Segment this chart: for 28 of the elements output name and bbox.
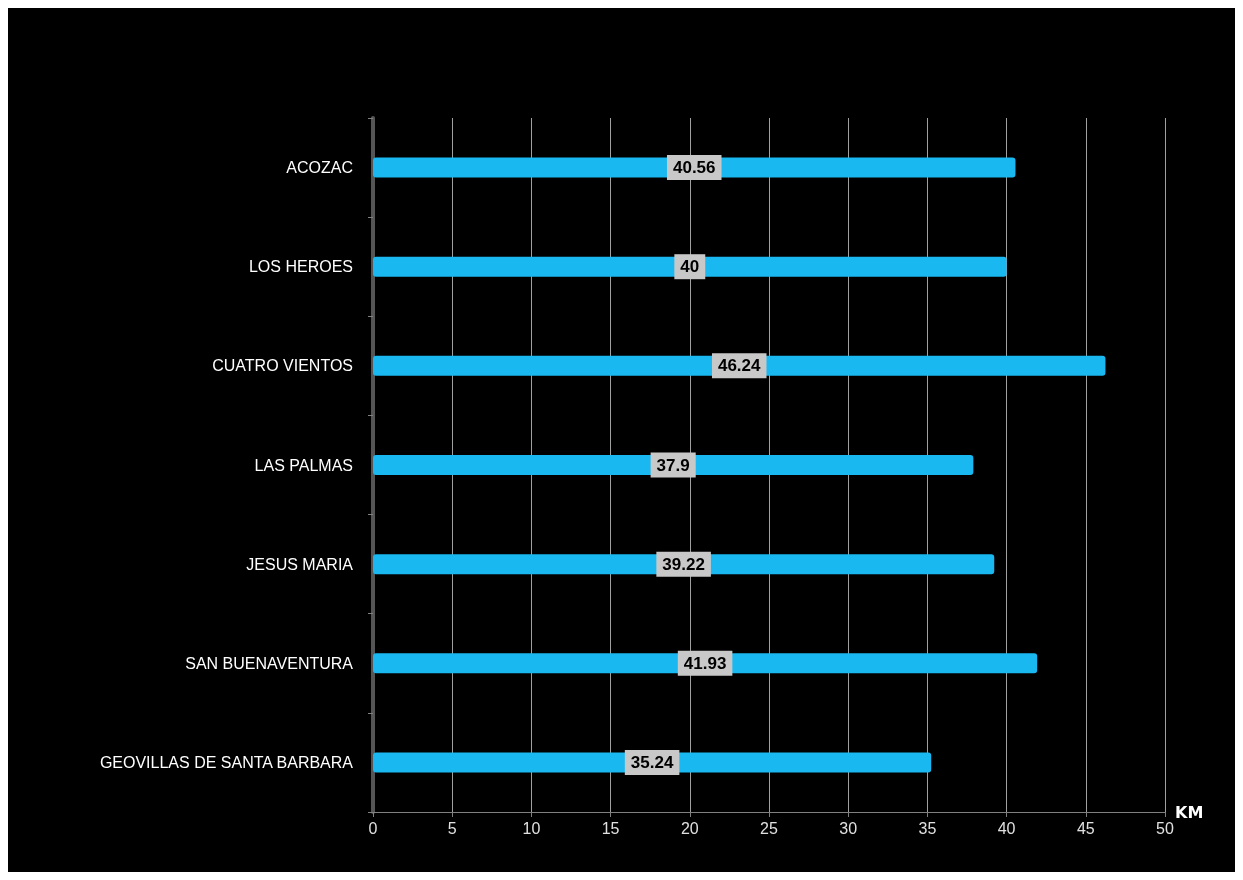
data-label: 46.24 bbox=[717, 356, 762, 376]
x-tick-label: 30 bbox=[839, 819, 858, 837]
x-tick-label: 15 bbox=[601, 819, 620, 837]
x-axis-title: KM bbox=[1175, 802, 1204, 822]
y-tick-label: JESUS MARIA bbox=[246, 555, 354, 573]
x-tick-label: 5 bbox=[447, 819, 457, 837]
x-tick-label: 40 bbox=[997, 819, 1016, 837]
x-tick-label: 10 bbox=[522, 819, 541, 837]
bar bbox=[373, 157, 1016, 178]
y-tick-label: LAS PALMAS bbox=[254, 456, 353, 474]
data-label: 40 bbox=[680, 257, 700, 277]
x-tick-label: 45 bbox=[1076, 819, 1095, 837]
y-tick-label: GEOVILLAS DE SANTA BARBARA bbox=[99, 753, 354, 771]
data-label: 40.56 bbox=[672, 158, 716, 178]
bar bbox=[373, 752, 932, 773]
data-label: 41.93 bbox=[683, 653, 727, 673]
y-tick-label: ACOZAC bbox=[286, 159, 353, 177]
y-tick-label: SAN BUENAVENTURA bbox=[185, 654, 354, 672]
y-tick-label: CUATRO VIENTOS bbox=[212, 357, 353, 375]
x-tick-label: 50 bbox=[1156, 819, 1174, 837]
x-tick-label: 25 bbox=[760, 819, 778, 837]
x-tick-label: 0 bbox=[368, 819, 378, 837]
x-tick-label: 20 bbox=[680, 819, 699, 837]
x-tick-label: 35 bbox=[918, 819, 937, 837]
data-label: 35.24 bbox=[630, 752, 674, 772]
data-label: 39.22 bbox=[662, 554, 705, 574]
y-tick-label: LOS HEROES bbox=[248, 258, 353, 276]
data-label: 37.9 bbox=[656, 455, 690, 475]
